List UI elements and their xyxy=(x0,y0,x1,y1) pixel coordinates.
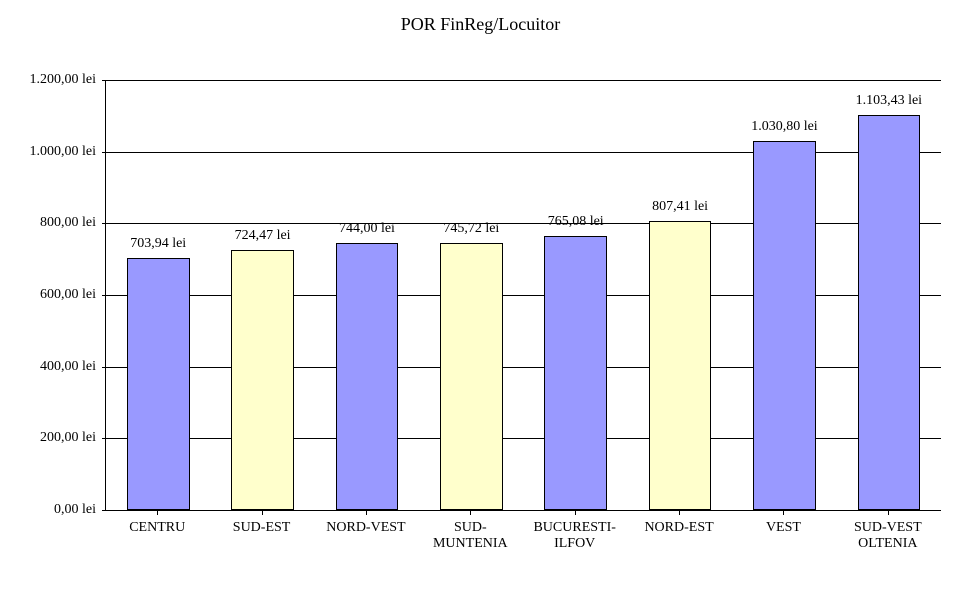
x-tick xyxy=(888,510,889,515)
bar-value-label: 1.103,43 lei xyxy=(789,93,961,109)
x-tick xyxy=(575,510,576,515)
y-tick-label: 1.000,00 lei xyxy=(6,144,96,160)
y-tick xyxy=(102,367,106,368)
bar xyxy=(544,236,607,510)
bar xyxy=(127,258,190,510)
x-tick-label: NORD-EST xyxy=(644,520,713,536)
x-tick-label: CENTRU xyxy=(129,520,185,536)
chart-container: POR FinReg/Locuitor 703,94 lei724,47 lei… xyxy=(0,0,961,600)
y-tick xyxy=(102,152,106,153)
bar xyxy=(440,243,503,510)
chart-title: POR FinReg/Locuitor xyxy=(0,14,961,35)
x-tick xyxy=(366,510,367,515)
y-tick-label: 1.200,00 lei xyxy=(6,72,96,88)
x-tick-label: NORD-VEST xyxy=(326,520,405,536)
y-tick-label: 400,00 lei xyxy=(6,359,96,375)
x-tick xyxy=(262,510,263,515)
y-tick xyxy=(102,295,106,296)
x-tick-label: SUD- MUNTENIA xyxy=(433,520,508,552)
x-tick xyxy=(470,510,471,515)
y-tick xyxy=(102,80,106,81)
x-tick xyxy=(783,510,784,515)
x-tick-label: VEST xyxy=(766,520,801,536)
gridline xyxy=(106,152,941,153)
y-tick xyxy=(102,510,106,511)
y-tick xyxy=(102,438,106,439)
x-tick xyxy=(157,510,158,515)
y-tick-label: 800,00 lei xyxy=(6,215,96,231)
bar-value-label: 1.030,80 lei xyxy=(684,119,884,135)
bar xyxy=(753,141,816,510)
y-tick-label: 600,00 lei xyxy=(6,287,96,303)
y-tick-label: 0,00 lei xyxy=(6,502,96,518)
bar-value-label: 765,08 lei xyxy=(476,214,676,230)
x-tick-label: SUD-VEST OLTENIA xyxy=(854,520,922,552)
bar-value-label: 807,41 lei xyxy=(580,199,780,215)
y-tick-label: 200,00 lei xyxy=(6,430,96,446)
bar xyxy=(858,115,921,510)
x-tick-label: SUD-EST xyxy=(233,520,291,536)
x-tick-label: BUCURESTI- ILFOV xyxy=(533,520,615,552)
bar xyxy=(649,221,712,510)
y-tick xyxy=(102,223,106,224)
bar xyxy=(336,243,399,510)
x-tick xyxy=(679,510,680,515)
plot-area: 703,94 lei724,47 lei744,00 lei745,72 lei… xyxy=(105,80,941,511)
bar xyxy=(231,250,294,510)
gridline xyxy=(106,80,941,81)
